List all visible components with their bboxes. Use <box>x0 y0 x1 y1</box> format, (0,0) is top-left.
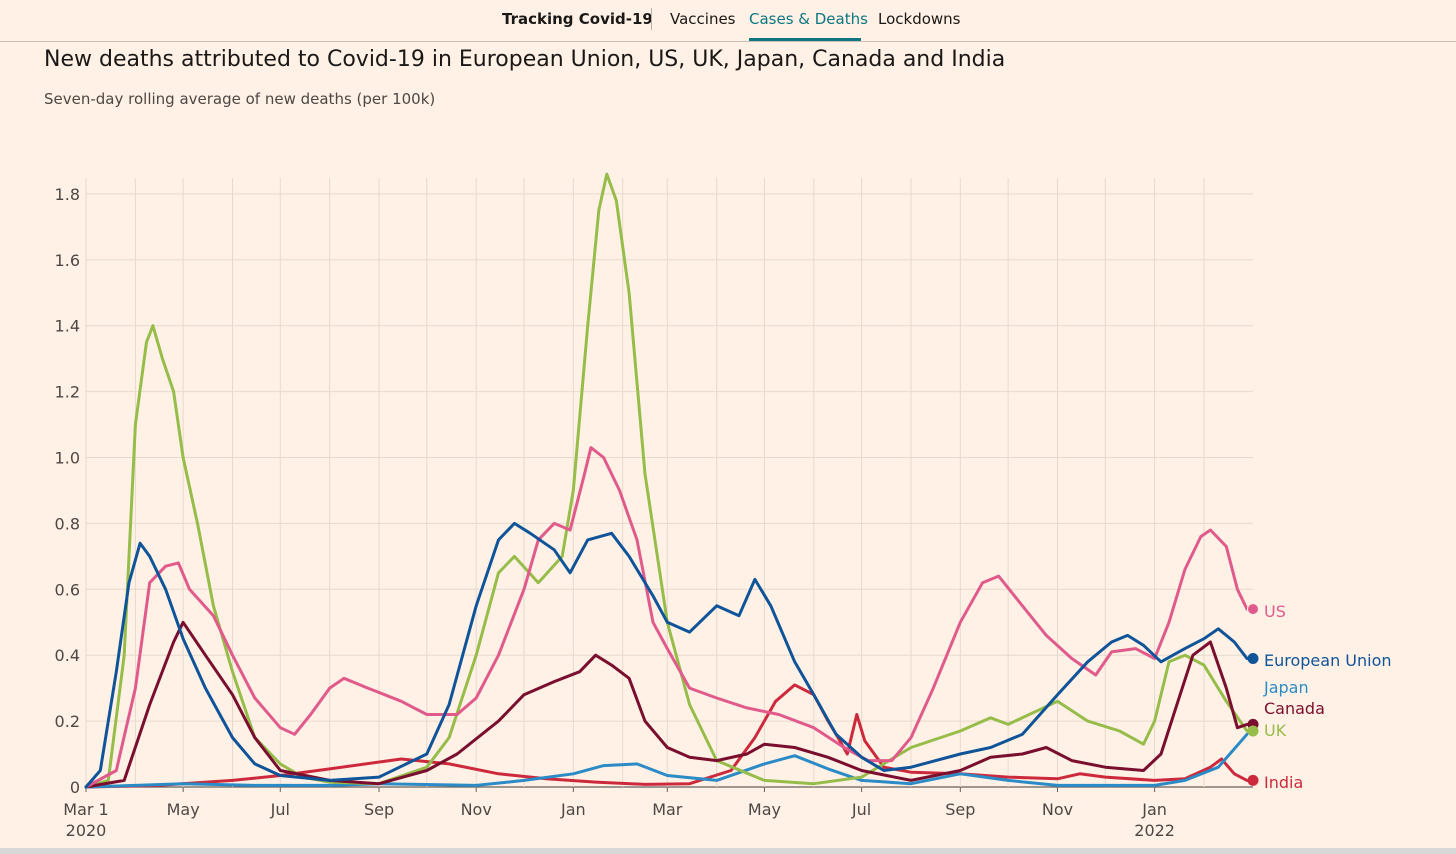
x-tick-label: May <box>748 800 781 819</box>
end-label-us: US <box>1264 602 1286 621</box>
end-label-uk: UK <box>1264 721 1287 740</box>
end-dot-european-union <box>1247 652 1259 664</box>
x-tick-label: Mar 1 <box>63 800 108 819</box>
series-line-uk <box>84 172 1249 789</box>
y-tick-label: 0.4 <box>55 646 80 665</box>
x-tick-year-label: 2022 <box>1134 821 1175 840</box>
x-tick-label: Sep <box>945 800 975 819</box>
y-tick-label: 1.4 <box>55 317 80 336</box>
y-axis: 0 0.2 0.4 0.6 0.8 1.0 1.2 1.4 1.6 1.8 <box>55 185 80 797</box>
x-tick-label: Jan <box>1141 800 1167 819</box>
nav-divider <box>651 8 652 30</box>
nav-tab-vaccines[interactable]: Vaccines <box>670 10 736 28</box>
y-tick-label: 1.0 <box>55 449 80 468</box>
chart-title: New deaths attributed to Covid-19 in Eur… <box>44 47 1006 72</box>
x-tick-label: Jul <box>270 800 290 819</box>
x-tick-year-label: 2020 <box>66 821 107 840</box>
y-tick-label: 0.6 <box>55 580 80 599</box>
nav-brand[interactable]: Tracking Covid-19 <box>502 10 653 28</box>
y-tick-label: 0.2 <box>55 712 80 731</box>
y-tick-label: 1.2 <box>55 383 80 402</box>
end-label-canada: Canada <box>1264 699 1325 718</box>
series-line-european-union <box>84 521 1249 789</box>
end-dot-uk <box>1247 725 1259 737</box>
end-label-india: India <box>1264 773 1303 792</box>
chart-subtitle: Seven-day rolling average of new deaths … <box>44 90 436 108</box>
nav-tab-lockdowns[interactable]: Lockdowns <box>878 10 961 28</box>
series-lines <box>84 172 1249 789</box>
top-navigation: Tracking Covid-19 Vaccines Cases & Death… <box>0 0 1456 42</box>
end-label-japan: Japan <box>1263 678 1309 697</box>
x-tick-label: May <box>167 800 200 819</box>
end-labels: US European Union Japan Canada UK India <box>1247 602 1392 792</box>
x-tick-label: Nov <box>1042 800 1073 819</box>
series-line-india <box>84 683 1249 789</box>
bottom-scrollbar <box>0 848 1456 854</box>
nav-tab-cases-deaths[interactable]: Cases & Deaths <box>749 10 868 28</box>
x-tick-label: Nov <box>461 800 492 819</box>
y-tick-label: 0.8 <box>55 514 80 533</box>
x-tick-label: Jan <box>560 800 586 819</box>
y-tick-label: 1.6 <box>55 251 80 270</box>
active-tab-indicator <box>749 38 861 41</box>
x-tick-label: Jul <box>851 800 871 819</box>
x-tick-label: Sep <box>364 800 394 819</box>
series-line-canada <box>84 620 1249 789</box>
y-tick-label: 0 <box>70 778 80 797</box>
end-dot-india <box>1247 774 1259 786</box>
end-dot-us <box>1247 603 1259 616</box>
y-tick-label: 1.8 <box>55 185 80 204</box>
end-label-european-union: European Union <box>1264 651 1392 670</box>
series-line-japan <box>84 732 1249 789</box>
x-axis: Mar 1 2020 May Jul Sep Nov Jan Mar May Jul Sep Nov J… <box>63 787 1175 840</box>
x-tick-label: Mar <box>652 800 683 819</box>
series-line-us <box>84 446 1249 789</box>
grid <box>85 178 1253 788</box>
